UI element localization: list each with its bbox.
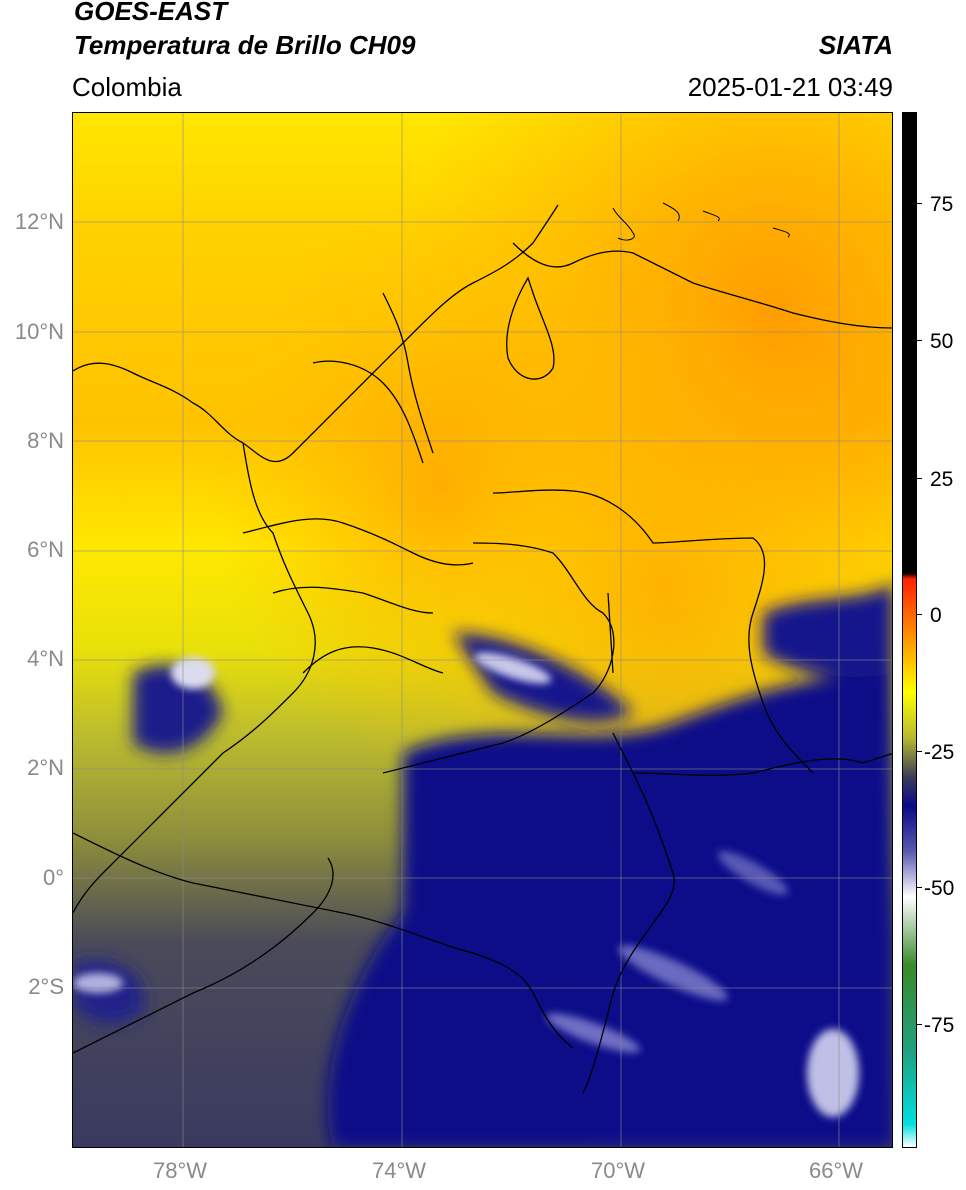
lat-label-2n: 2°N	[27, 755, 64, 780]
lon-label-66w: 66°W	[809, 1158, 864, 1183]
title-product: Temperatura de Brillo CH09	[74, 30, 416, 60]
lat-label-12n: 12°N	[14, 209, 64, 234]
title-satellite: GOES-EAST	[74, 0, 228, 26]
country-borders	[73, 204, 892, 1094]
colorbar	[902, 112, 917, 1148]
colorbar-tick-neg75: -75	[924, 1014, 955, 1037]
colorbar-tick-25: 25	[930, 468, 954, 491]
colorbar-tick-neg50: -50	[924, 877, 955, 900]
region-label: Colombia	[72, 72, 182, 102]
lat-label-2s: 2°S	[28, 974, 64, 999]
lat-label-6n: 6°N	[27, 537, 64, 562]
lat-label-0: 0°	[42, 865, 64, 890]
satellite-map	[72, 112, 893, 1148]
colorbar-tick-75: 75	[930, 193, 954, 216]
lat-label-8n: 8°N	[27, 428, 64, 453]
colorbar-tick-marks	[917, 112, 923, 1148]
lat-label-10n: 10°N	[14, 319, 64, 344]
graticule	[73, 113, 892, 1147]
lat-label-4n: 4°N	[27, 646, 64, 671]
lon-label-74w: 74°W	[372, 1158, 427, 1183]
lon-label-78w: 78°W	[153, 1158, 208, 1183]
agency-label: SIATA	[818, 30, 893, 60]
map-image	[73, 113, 892, 1147]
datetime-label: 2025-01-21 03:49	[687, 72, 893, 102]
colorbar-tick-neg25: -25	[924, 741, 955, 764]
lon-label-70w: 70°W	[591, 1158, 646, 1183]
colorbar-tick-0: 0	[930, 604, 942, 627]
colorbar-gradient	[903, 113, 916, 1147]
colorbar-tick-50: 50	[930, 330, 954, 353]
